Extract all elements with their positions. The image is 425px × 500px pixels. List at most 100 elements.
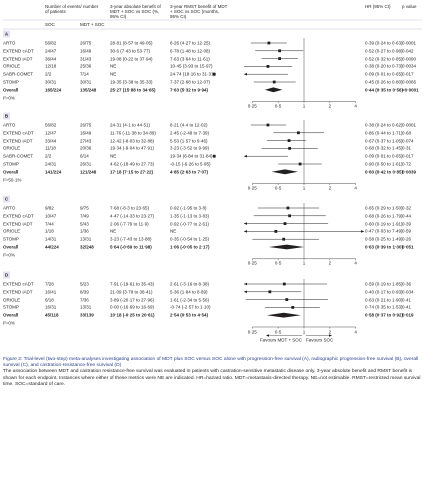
hr-ci: 0·60 (0·19 to 1·91) [365,220,403,226]
study: EXTEND iADT [3,137,33,143]
study: STOMP [3,79,19,85]
p-value: 0·59 [402,228,412,234]
absolute-benefit: 19·35 (3·38 to 35·33) [110,79,153,85]
mdt-events: 25/36 [80,63,92,69]
panel-label: A [4,31,9,37]
soc-events: 11/18 [45,145,56,151]
mdt-events: 5/23 [80,281,89,287]
hr-marker [274,230,278,233]
rmst-benefit: 7·63 (5·32 to 9·94) [170,87,209,93]
soc-events: 1/18 [45,228,54,234]
p-value: 0·051 [402,244,414,250]
absolute-benefit: 0·00 (-16·69 to 16·69) [110,304,155,310]
x-tick-label: 1 [302,185,306,191]
x-tick-label: 0·5 [274,260,282,266]
soc-events: 24/47 [45,48,57,54]
p-value: 0·0066 [402,79,417,85]
rmst-benefit: 2·61 (-3·16 to 8·38) [170,281,210,287]
favours-left: Favours MDT + SOC [259,337,302,343]
hr-marker [268,290,272,294]
absolute-benefit: 24·31 (4·1 to 44·51) [110,122,151,128]
caption-body: The association between MDT and castrati… [3,369,421,387]
rmst-benefit: 0·92 (-0·77 to 2·61) [170,220,210,226]
hr-ci: 0·90 (0·50 to 1·61) [365,161,403,167]
heterogeneity: I²=0% [3,320,15,326]
mdt-events: 30/31 [80,79,92,85]
caption-title: Figure 2: Trial-level (two-step) meta-an… [3,357,419,369]
rmst-benefit: 1·61 (-2·34 to 5·56) [170,296,210,302]
hr-ci: 0·60 (0·42 to 0·85) [365,169,404,175]
rmst-benefit: 5·36 (1·84 to 8·89) [170,289,208,295]
soc-events: 7/44 [45,220,54,226]
absolute-benefit: 19·34 (-9·04 to 47·91) [110,145,155,151]
mdt-events: 26/31 [80,161,92,167]
overall-diamond [271,169,298,175]
ci-arrow [244,222,247,225]
mdt-events: 5/43 [80,220,89,226]
absolute-benefit: 25·27 (15·88 to 34·65) [110,87,156,93]
p-value: 0·0039 [402,169,417,175]
mdt-events: 135/248 [80,87,97,93]
absolute-benefit: 10·18 (-0·25 to 20·61) [110,312,155,318]
mdt-events: 13/31 [80,304,92,310]
hr-ci: 0·09 (0·01 to 0·65) [365,71,403,77]
study: Overall [3,244,19,250]
rmst-benefit: 8·21 (4·4 to 12·02) [170,122,208,128]
study: ARTO [3,122,16,128]
x-tick-label: 0·25 [247,260,257,266]
p-value: 0·72 [402,161,412,167]
absolute-benefit: NE [110,63,117,69]
hr-marker [278,49,282,53]
header-hr: HR (95% CI) [365,4,391,9]
mdt-events: 7/36 [80,296,89,302]
absolute-benefit: 5·64 (-0·69 to 11·98) [110,244,152,250]
p-value: 0·39 [402,220,412,226]
ci-arrow [244,230,247,233]
p-value: 0·0090 [402,55,417,61]
panel-label: C [4,196,9,202]
hr-marker [286,206,290,210]
mdt-events: 16/49 [80,130,92,136]
hr-marker [288,214,292,218]
soc-events: 16/31 [45,304,57,310]
x-tick-label: 2 [328,260,332,266]
overall-diamond [266,312,301,318]
hr-ci: 0·52 (0·32 to 0·85) [365,55,403,61]
soc-events: 36/44 [45,55,57,61]
header-rmst: 3-year RMST benefit of MDT + SOC vs SOC … [170,4,228,20]
study: ORIOLE [3,63,21,69]
hr-ci: 0·52 (0·27 to 0·98) [365,48,403,54]
soc-events: 7/28 [45,281,54,287]
hr-marker [212,72,216,76]
absolute-benefit: 30·6 (7·43 to 53·77) [110,48,151,54]
study: Overall [3,87,19,93]
heterogeneity: I²=50·1% [3,176,22,182]
favours-right: Favours SOC [306,337,334,343]
soc-events: 45/118 [45,312,59,318]
p-value: 0·44 [402,213,412,219]
absolute-benefit: 3·89 (-20·17 to 27·96) [110,296,155,302]
mdt-events: 33/139 [80,312,94,318]
rmst-benefit: 0·35 (-0·54 to 1·25) [170,236,210,242]
soc-events: 6/18 [45,296,54,302]
hr-marker [282,282,286,286]
study: EXTEND iADT [3,55,33,61]
hr-marker [212,154,216,158]
hr-marker [283,222,287,225]
x-tick-label: 1 [302,328,306,334]
header-events: Number of events/ number of patients [45,4,99,15]
p-value: 0·0001 [402,40,417,46]
hr-ci: 0·58 (0·37 to 0·92) [365,312,404,318]
p-value: 0·41 [402,296,412,302]
rmst-benefit: 8·26 (4·27 to 12·25) [170,40,211,46]
soc-events: 56/82 [45,40,57,46]
ci-arrow [244,290,247,294]
favours-arrowhead [329,334,332,337]
ci-arrow [244,72,247,76]
x-tick-label: 0·25 [247,185,257,191]
p-value: <0·0001 [402,87,419,93]
x-tick-label: 2 [328,185,332,191]
soc-events: 9/82 [45,205,54,211]
rmst-benefit: 2·45 (-2·48 to 7·39) [170,130,210,136]
